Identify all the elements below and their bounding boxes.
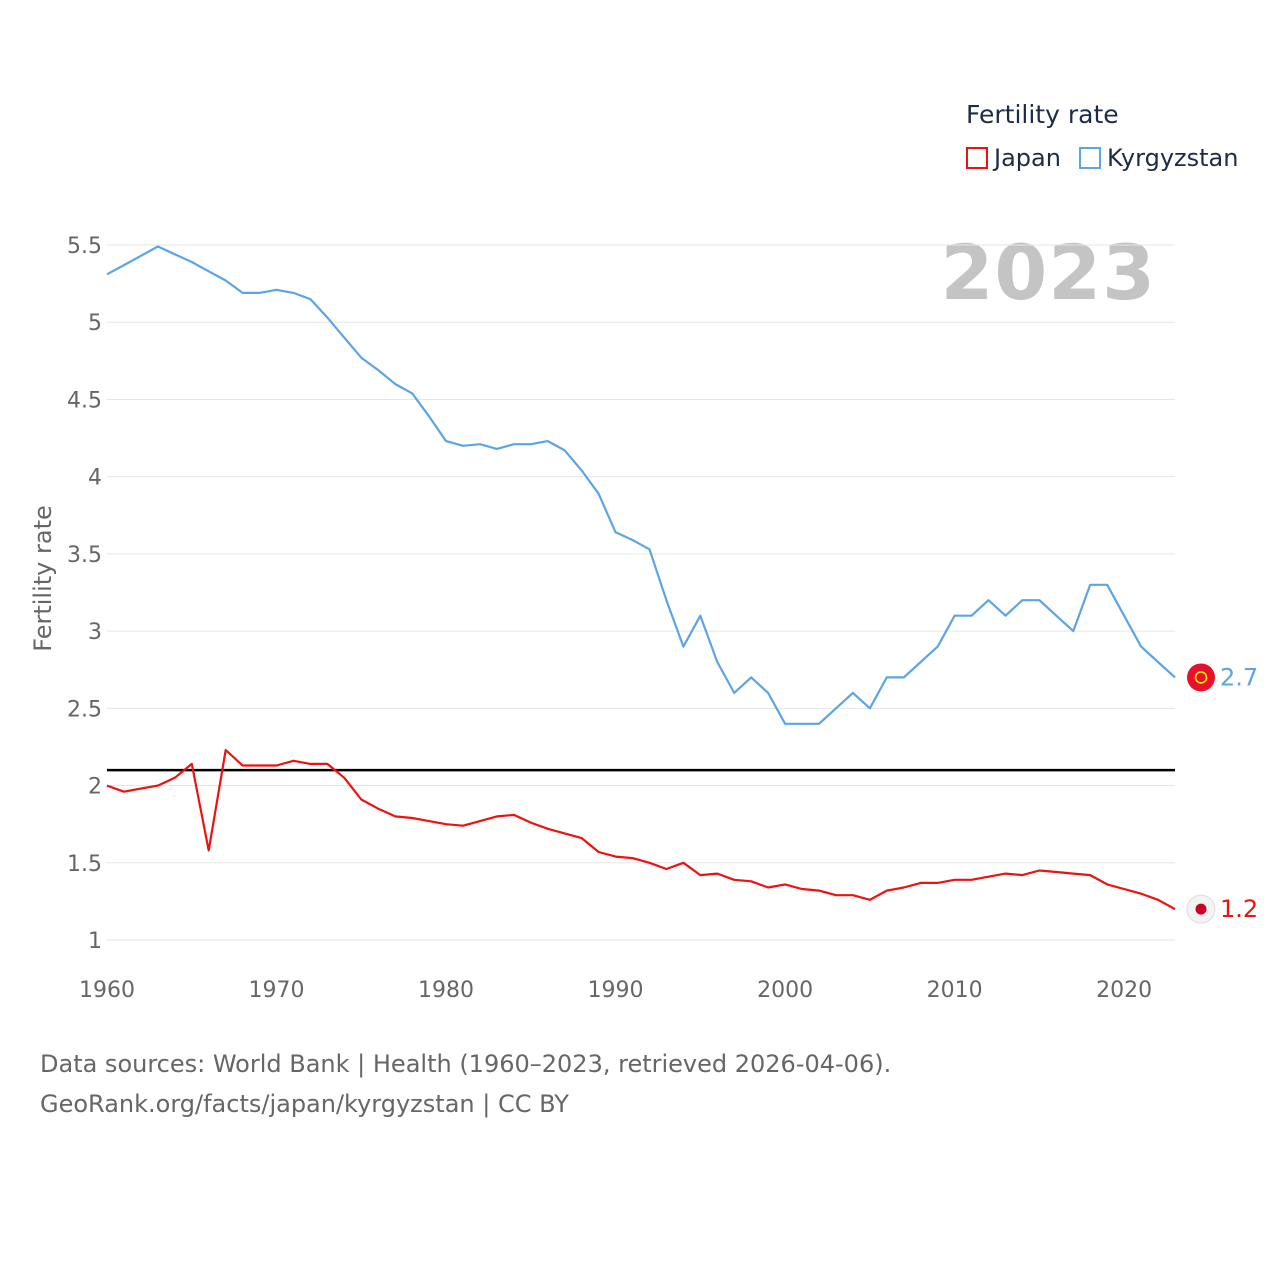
flag-kyrgyzstan-icon — [1187, 663, 1215, 692]
x-tick-label: 2000 — [757, 978, 813, 1003]
legend-title: Fertility rate — [966, 100, 1119, 129]
source-note: Data sources: World Bank | Health (1960–… — [40, 1044, 891, 1124]
end-label-japan: 1.2 — [1220, 895, 1258, 923]
legend-item-kyrgyzstan[interactable]: Kyrgyzstan — [1078, 144, 1239, 172]
y-axis-label: Fertility rate — [29, 505, 57, 652]
y-tick-label: 4 — [88, 466, 102, 491]
y-tick-label: 2.5 — [67, 697, 102, 722]
y-tick-label: 5.5 — [67, 234, 102, 259]
y-tick-label: 3.5 — [67, 543, 102, 568]
line-chart: 1 1.5 2 2.5 3 3.5 4 4.5 5 5.5 1960 1970 1980 1990 2000… — [29, 234, 1258, 1003]
legend-label-kyrgyzstan: Kyrgyzstan — [1106, 144, 1239, 172]
source-line-1: Data sources: World Bank | Health (1960–… — [40, 1050, 892, 1078]
y-tick-label: 3 — [88, 620, 102, 645]
legend: Japan Kyrgyzstan — [966, 144, 1256, 172]
series-line-japan — [106, 748, 1176, 911]
x-tick-label: 1980 — [418, 978, 474, 1003]
x-tick-label: 1960 — [79, 978, 135, 1003]
series-line-kyrgyzstan — [106, 245, 1176, 725]
year-watermark: 2023 — [940, 228, 1156, 317]
legend-swatch-japan — [966, 147, 988, 169]
end-label-kyrgyzstan: 2.7 — [1220, 663, 1258, 691]
x-tick-label: 2020 — [1096, 978, 1152, 1003]
y-tick-label: 1.5 — [67, 852, 102, 877]
x-tick-label: 1970 — [249, 978, 305, 1003]
legend-label-japan: Japan — [994, 144, 1061, 172]
y-tick-label: 5 — [88, 311, 102, 336]
legend-item-japan[interactable]: Japan — [966, 144, 1061, 172]
y-tick-label: 1 — [88, 929, 102, 954]
y-tick-label: 2 — [88, 775, 102, 800]
x-tick-label: 1990 — [588, 978, 644, 1003]
y-tick-label: 4.5 — [67, 388, 102, 413]
source-line-2: GeoRank.org/facts/japan/kyrgyzstan | CC … — [40, 1090, 569, 1118]
flag-japan-sun-icon — [1195, 903, 1207, 915]
legend-swatch-kyrgyzstan — [1078, 147, 1101, 169]
x-tick-label: 2010 — [927, 978, 983, 1003]
flag-kyrgyzstan-sun-icon — [1194, 671, 1208, 684]
